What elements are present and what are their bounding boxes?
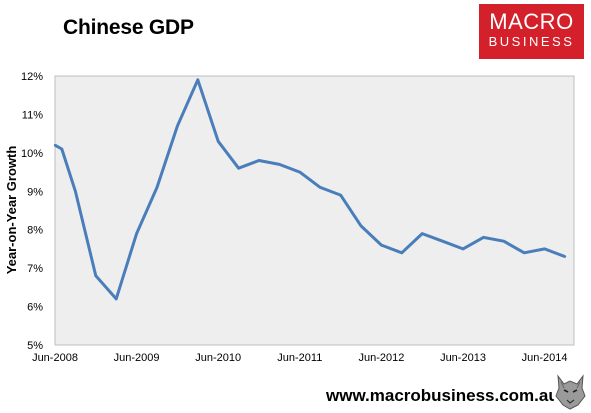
- data-point: [441, 240, 444, 243]
- data-point: [563, 255, 567, 258]
- data-point: [176, 124, 179, 128]
- x-tick-labels: Jun-2008 Jun-2009 Jun-2010 Jun-2011 Jun-2012…: [32, 352, 567, 364]
- data-point: [461, 247, 465, 251]
- data-point: [502, 240, 505, 243]
- y-tick-label: 11%: [22, 109, 43, 121]
- data-point: [359, 224, 363, 228]
- data-point: [400, 251, 403, 254]
- data-point: [115, 297, 118, 301]
- y-tick-label: 9%: [27, 186, 43, 198]
- data-point: [543, 247, 546, 251]
- plot-area: [54, 75, 575, 346]
- x-tick-label: Jun-2008: [32, 352, 78, 364]
- x-tick-label: Jun-2012: [358, 352, 404, 364]
- data-point: [196, 78, 199, 82]
- data-point: [135, 232, 138, 235]
- logo-line-2: BUSINESS: [488, 34, 575, 49]
- y-tick-labels: 5% 6% 7% 8% 9% 10% 11% 12%: [21, 71, 43, 352]
- data-point: [339, 193, 342, 197]
- data-point: [155, 186, 159, 189]
- y-tick-label: 7%: [27, 263, 43, 275]
- x-tick-label: Jun-2014: [522, 352, 568, 364]
- y-tick-label: 6%: [27, 302, 43, 314]
- y-axis-label: Year-on-Year Growth: [4, 146, 19, 275]
- y-tick-label: 10%: [21, 148, 43, 160]
- chart-title: Chinese GDP: [63, 16, 194, 39]
- x-tick-label: Jun-2009: [114, 352, 160, 364]
- y-tick-label: 5%: [27, 340, 43, 352]
- data-point: [298, 170, 301, 174]
- footer-url[interactable]: www.macrobusiness.com.au: [326, 386, 559, 405]
- data-point: [237, 167, 240, 170]
- data-point: [257, 159, 261, 162]
- data-point: [94, 274, 98, 277]
- data-point: [74, 190, 77, 193]
- macrobusiness-logo: MACRO BUSINESS: [479, 4, 584, 59]
- logo-line-1: MACRO: [489, 9, 574, 34]
- wolf-logo-icon: [554, 372, 587, 410]
- x-tick-label: Jun-2011: [277, 352, 322, 364]
- x-tick-label: Jun-2013: [440, 352, 486, 364]
- data-point: [60, 147, 63, 151]
- data-point: [482, 236, 485, 239]
- data-point: [421, 232, 424, 235]
- data-point: [53, 144, 57, 147]
- data-point: [217, 140, 220, 143]
- y-tick-label: 8%: [27, 225, 43, 237]
- data-point: [278, 163, 281, 166]
- data-point: [319, 186, 322, 189]
- y-tick-label: 12%: [21, 71, 43, 83]
- data-point: [380, 243, 383, 247]
- data-point: [523, 251, 526, 254]
- series-group: [53, 78, 567, 301]
- x-tick-label: Jun-2010: [195, 352, 241, 364]
